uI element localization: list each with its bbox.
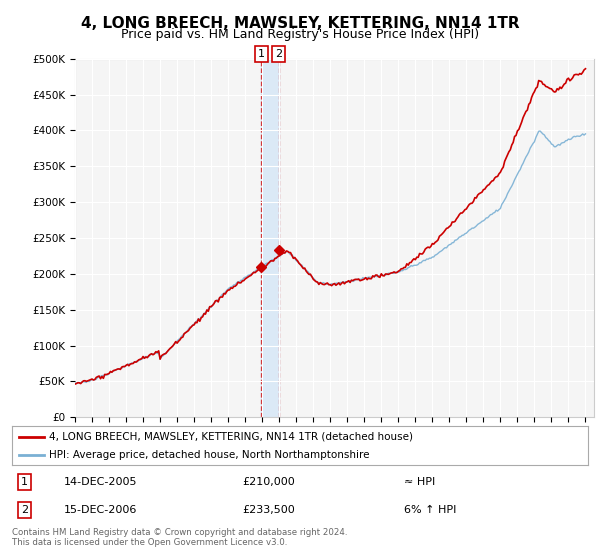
Text: 2: 2 [275, 49, 282, 59]
Text: Contains HM Land Registry data © Crown copyright and database right 2024.
This d: Contains HM Land Registry data © Crown c… [12, 528, 347, 547]
Text: 1: 1 [21, 477, 28, 487]
Text: 1: 1 [258, 49, 265, 59]
Text: Price paid vs. HM Land Registry's House Price Index (HPI): Price paid vs. HM Land Registry's House … [121, 28, 479, 41]
Text: 6% ↑ HPI: 6% ↑ HPI [404, 505, 456, 515]
Text: 15-DEC-2006: 15-DEC-2006 [64, 505, 137, 515]
Text: 14-DEC-2005: 14-DEC-2005 [64, 477, 137, 487]
Text: £233,500: £233,500 [242, 505, 295, 515]
Text: £210,000: £210,000 [242, 477, 295, 487]
Text: 2: 2 [21, 505, 28, 515]
Text: 4, LONG BREECH, MAWSLEY, KETTERING, NN14 1TR: 4, LONG BREECH, MAWSLEY, KETTERING, NN14… [80, 16, 520, 31]
Text: ≈ HPI: ≈ HPI [404, 477, 435, 487]
Text: 4, LONG BREECH, MAWSLEY, KETTERING, NN14 1TR (detached house): 4, LONG BREECH, MAWSLEY, KETTERING, NN14… [49, 432, 413, 442]
Bar [262, 59, 278, 417]
Text: HPI: Average price, detached house, North Northamptonshire: HPI: Average price, detached house, Nort… [49, 450, 370, 460]
